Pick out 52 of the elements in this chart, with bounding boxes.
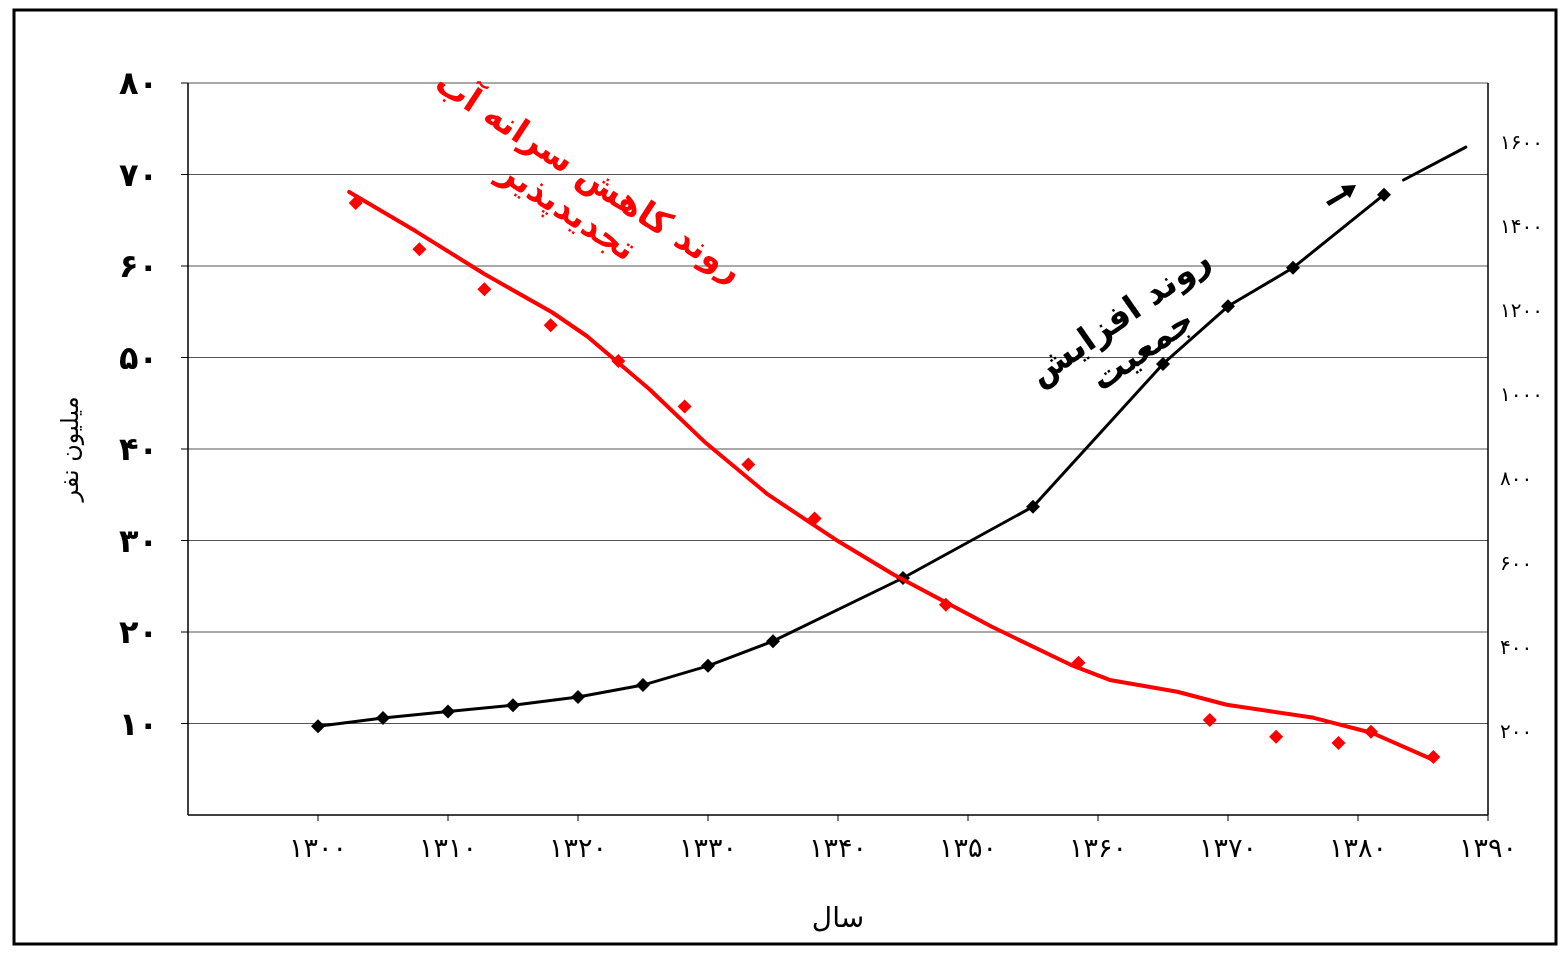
- point: [311, 719, 325, 734]
- y2-tick-label: ۸۰۰: [1500, 466, 1533, 491]
- point: [636, 678, 650, 693]
- point: [1286, 260, 1300, 275]
- x-tick-label: ۱۳۴۰: [808, 832, 868, 863]
- y2-tick-label: ۱۴۰۰: [1500, 214, 1543, 239]
- point: [543, 318, 558, 333]
- x-axis-title: سال: [811, 901, 865, 934]
- annotation: روند افزایش جمعیت: [1020, 238, 1219, 399]
- y-tick-label: ۱۰: [118, 704, 158, 743]
- y-axis-title: میلیون نفر: [56, 396, 85, 503]
- y-tick-label: ۳۰: [118, 521, 158, 560]
- annotation: روند کاهش سرانه آب تجدیدپذیر: [427, 60, 752, 292]
- y-tick-label: ۸۰: [118, 64, 158, 103]
- x-tick-label: ۱۳۵۰: [938, 832, 998, 863]
- point: [1377, 187, 1391, 202]
- y-tick-label: ۷۰: [118, 155, 158, 194]
- y2-tick-label: ۴۰۰: [1500, 634, 1533, 659]
- x-tick-label: ۱۳۱۰: [418, 832, 478, 863]
- point: [1269, 729, 1284, 744]
- point: [701, 658, 715, 673]
- point: [348, 195, 363, 210]
- x-tick-label: ۱۳۲۰: [548, 832, 608, 863]
- point: [766, 634, 780, 649]
- y-tick-label: ۴۰: [118, 430, 158, 469]
- x-tick-label: ۱۳۷۰: [1198, 832, 1258, 863]
- point: [1221, 299, 1235, 314]
- point: [807, 511, 822, 526]
- y-tick-label: ۲۰: [118, 613, 158, 652]
- point: [412, 242, 427, 257]
- y2-tick-label: ۲۰۰: [1500, 718, 1533, 743]
- y-tick-label: ۶۰: [118, 247, 158, 286]
- x-tick-label: ۱۳۹۰: [1458, 832, 1518, 863]
- point: [506, 698, 520, 713]
- point: [376, 711, 390, 726]
- x-tick-label: ۱۳۶۰: [1068, 832, 1128, 863]
- x-tick-label: ۱۳۳۰: [678, 832, 738, 863]
- point: [1026, 499, 1040, 514]
- point: [571, 689, 585, 704]
- point: [477, 282, 492, 297]
- point: [1331, 736, 1346, 751]
- x-tick-label: ۱۳۰۰: [288, 832, 348, 863]
- point: [741, 457, 756, 472]
- y-tick-label: ۵۰: [118, 338, 158, 377]
- x-tick-label: ۱۳۸۰: [1328, 832, 1388, 863]
- y2-tick-label: ۱۶۰۰: [1500, 129, 1543, 154]
- point: [441, 704, 455, 719]
- y2-tick-label: ۱۲۰۰: [1500, 298, 1543, 323]
- point: [677, 399, 692, 414]
- y2-tick-label: ۱۰۰۰: [1500, 382, 1543, 407]
- point: [1202, 712, 1217, 727]
- y2-tick-label: ۶۰۰: [1500, 550, 1533, 575]
